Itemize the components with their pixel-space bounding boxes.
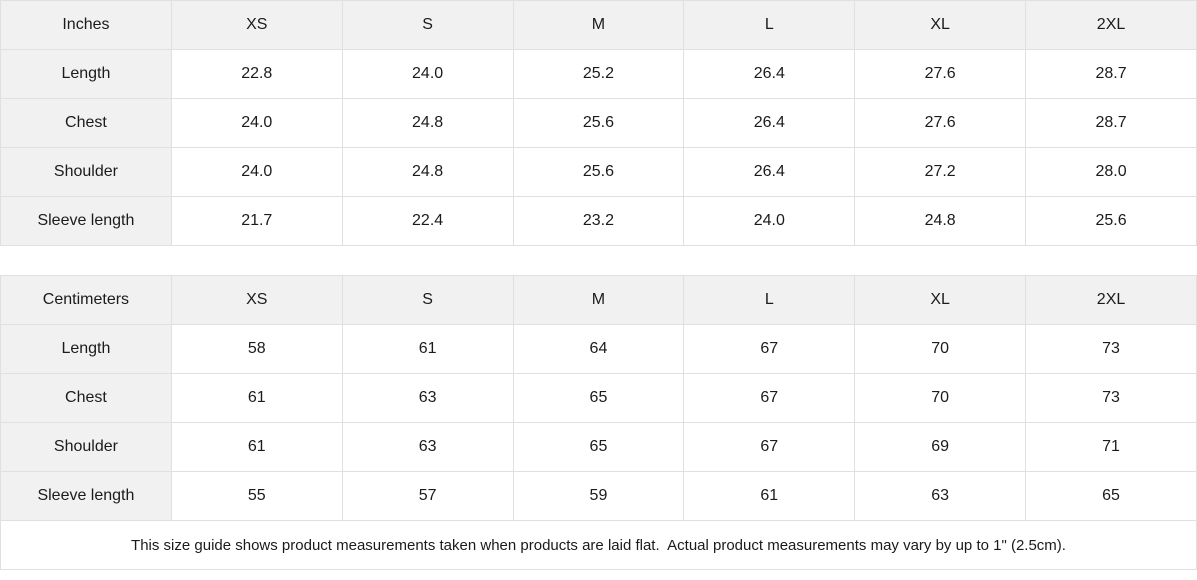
- measurement-cell: 63: [341, 422, 514, 472]
- table-row: Length 22.8 24.0 25.2 26.4 27.6 28.7: [0, 49, 1197, 99]
- measurement-cell: 67: [683, 373, 856, 423]
- table-row: Length 58 61 64 67 70 73: [0, 324, 1197, 374]
- table-row: Chest 61 63 65 67 70 73: [0, 373, 1197, 423]
- row-header-chest: Chest: [0, 98, 172, 148]
- measurement-cell: 65: [512, 422, 685, 472]
- column-header-xs: XS: [170, 0, 343, 50]
- row-header-shoulder: Shoulder: [0, 147, 172, 197]
- column-header-2xl: 2XL: [1025, 0, 1197, 50]
- measurement-cell: 65: [1025, 471, 1197, 521]
- measurement-cell: 25.6: [512, 98, 685, 148]
- measurement-cell: 26.4: [683, 147, 856, 197]
- column-header-l: L: [683, 275, 856, 325]
- size-guide-footnote: This size guide shows product measuremen…: [0, 521, 1197, 570]
- measurement-cell: 61: [170, 422, 343, 472]
- row-header-chest: Chest: [0, 373, 172, 423]
- size-tables-container: Inches XS S M L XL 2XL Length 22.8 24.0 25.2 26.4 27…: [0, 0, 1197, 521]
- measurement-cell: 59: [512, 471, 685, 521]
- measurement-cell: 73: [1025, 373, 1197, 423]
- column-header-l: L: [683, 0, 856, 50]
- measurement-cell: 61: [341, 324, 514, 374]
- row-header-length: Length: [0, 49, 172, 99]
- column-header-2xl: 2XL: [1025, 275, 1197, 325]
- unit-header-inches: Inches: [0, 0, 172, 50]
- measurement-cell: 25.6: [1025, 196, 1197, 246]
- measurement-cell: 73: [1025, 324, 1197, 374]
- measurement-cell: 24.8: [341, 98, 514, 148]
- measurement-cell: 58: [170, 324, 343, 374]
- table-row: Shoulder 24.0 24.8 25.6 26.4 27.2 28.0: [0, 147, 1197, 197]
- column-header-xl: XL: [854, 0, 1027, 50]
- measurement-cell: 71: [1025, 422, 1197, 472]
- measurement-cell: 63: [341, 373, 514, 423]
- table-row: Shoulder 61 63 65 67 69 71: [0, 422, 1197, 472]
- measurement-cell: 70: [854, 373, 1027, 423]
- measurement-cell: 21.7: [170, 196, 343, 246]
- column-header-m: M: [512, 275, 685, 325]
- measurement-cell: 26.4: [683, 49, 856, 99]
- measurement-cell: 67: [683, 422, 856, 472]
- measurement-cell: 22.4: [341, 196, 514, 246]
- table-row: Chest 24.0 24.8 25.6 26.4 27.6 28.7: [0, 98, 1197, 148]
- row-header-sleeve-length: Sleeve length: [0, 196, 172, 246]
- unit-header-centimeters: Centimeters: [0, 275, 172, 325]
- column-header-xl: XL: [854, 275, 1027, 325]
- measurement-cell: 28.0: [1025, 147, 1197, 197]
- measurement-cell: 63: [854, 471, 1027, 521]
- table-row: Sleeve length 21.7 22.4 23.2 24.0 24.8 25.6: [0, 196, 1197, 246]
- measurement-cell: 55: [170, 471, 343, 521]
- column-header-m: M: [512, 0, 685, 50]
- measurement-cell: 25.6: [512, 147, 685, 197]
- row-header-shoulder: Shoulder: [0, 422, 172, 472]
- measurement-cell: 24.0: [170, 147, 343, 197]
- measurement-cell: 24.0: [170, 98, 343, 148]
- measurement-cell: 57: [341, 471, 514, 521]
- measurement-cell: 25.2: [512, 49, 685, 99]
- header-row: Centimeters XS S M L XL 2XL: [0, 275, 1197, 325]
- table-row: Sleeve length 55 57 59 61 63 65: [0, 471, 1197, 521]
- measurement-cell: 27.2: [854, 147, 1027, 197]
- measurement-cell: 23.2: [512, 196, 685, 246]
- column-header-xs: XS: [170, 275, 343, 325]
- size-table-centimeters: Centimeters XS S M L XL 2XL Length 58 61 64 67 70 73 C…: [0, 275, 1197, 521]
- measurement-cell: 24.0: [341, 49, 514, 99]
- measurement-cell: 28.7: [1025, 98, 1197, 148]
- column-header-s: S: [341, 275, 514, 325]
- measurement-cell: 67: [683, 324, 856, 374]
- row-header-length: Length: [0, 324, 172, 374]
- measurement-cell: 28.7: [1025, 49, 1197, 99]
- row-header-sleeve-length: Sleeve length: [0, 471, 172, 521]
- section-spacer: [0, 246, 1197, 275]
- measurement-cell: 70: [854, 324, 1027, 374]
- measurement-cell: 61: [170, 373, 343, 423]
- header-row: Inches XS S M L XL 2XL: [0, 0, 1197, 50]
- measurement-cell: 22.8: [170, 49, 343, 99]
- measurement-cell: 27.6: [854, 49, 1027, 99]
- measurement-cell: 26.4: [683, 98, 856, 148]
- measurement-cell: 27.6: [854, 98, 1027, 148]
- measurement-cell: 24.8: [854, 196, 1027, 246]
- measurement-cell: 24.0: [683, 196, 856, 246]
- measurement-cell: 61: [683, 471, 856, 521]
- measurement-cell: 64: [512, 324, 685, 374]
- measurement-cell: 24.8: [341, 147, 514, 197]
- size-table-inches: Inches XS S M L XL 2XL Length 22.8 24.0 25.2 26.4 27…: [0, 0, 1197, 246]
- column-header-s: S: [341, 0, 514, 50]
- measurement-cell: 65: [512, 373, 685, 423]
- measurement-cell: 69: [854, 422, 1027, 472]
